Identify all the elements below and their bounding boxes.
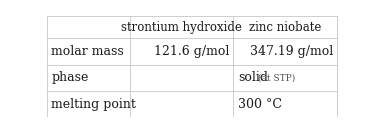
Text: (at STP): (at STP) [255,73,295,82]
Text: strontium hydroxide: strontium hydroxide [121,21,242,34]
Text: 300 °C: 300 °C [238,98,282,111]
Text: 347.19 g/mol: 347.19 g/mol [250,45,333,58]
Text: phase: phase [51,71,88,84]
Text: 121.6 g/mol: 121.6 g/mol [154,45,229,58]
Text: melting point: melting point [51,98,136,111]
Text: solid: solid [238,71,268,84]
Text: molar mass: molar mass [51,45,124,58]
Text: zinc niobate: zinc niobate [249,21,322,34]
